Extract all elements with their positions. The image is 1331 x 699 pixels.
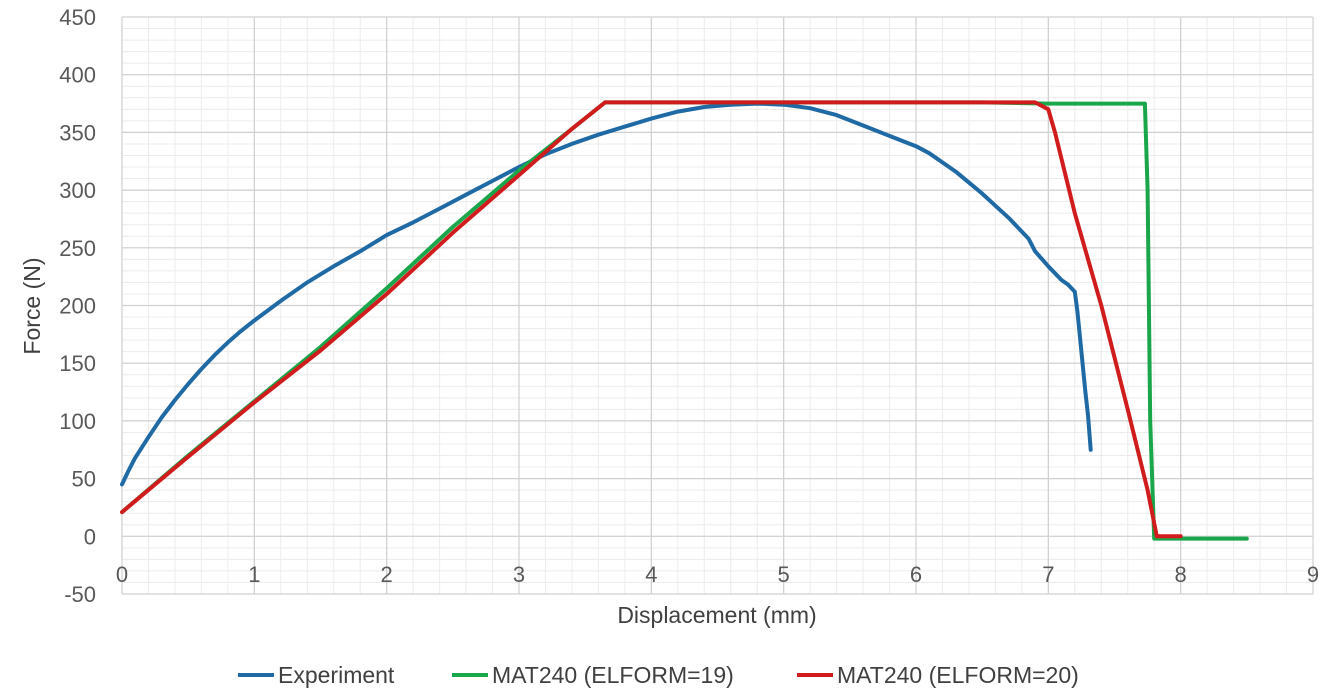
tick-labels: 0 1 2 3 4 5 6 7 8 9 -50 0 50 100 150 200 250 300 350 400 450: [59, 5, 1319, 607]
x-tick-label: 2: [381, 562, 393, 587]
y-tick-label: 50: [72, 467, 96, 492]
y-tick-label: 400: [59, 63, 96, 88]
legend-label-3: MAT240 (ELFORM=20): [837, 662, 1079, 688]
x-tick-label: 4: [645, 562, 657, 587]
y-tick-label: 100: [59, 409, 96, 434]
y-tick-label: 150: [59, 351, 96, 376]
grid: [121, 16, 1314, 595]
x-tick-label: 9: [1307, 562, 1319, 587]
y-tick-label: 300: [59, 178, 96, 203]
y-tick-label: 0: [84, 524, 96, 549]
x-tick-label: 0: [116, 562, 128, 587]
series-line-3: [120, 100, 1183, 539]
x-tick-label: 5: [778, 562, 790, 587]
series-lines: [120, 100, 1249, 541]
legend: Experiment MAT240 (ELFORM=19) MAT240 (ELFO…: [238, 662, 1079, 688]
y-tick-label: 450: [59, 5, 96, 30]
x-tick-label: 7: [1042, 562, 1054, 587]
legend-label-2: MAT240 (ELFORM=19): [492, 662, 734, 688]
x-axis-title: Displacement (mm): [617, 602, 816, 628]
y-tick-label: -50: [64, 582, 96, 607]
x-tick-label: 8: [1175, 562, 1187, 587]
series-line-1: [120, 101, 1093, 487]
y-tick-label: 200: [59, 294, 96, 319]
x-tick-label: 1: [248, 562, 260, 587]
x-tick-label: 3: [513, 562, 525, 587]
y-axis-title: Force (N): [19, 257, 45, 354]
y-tick-label: 350: [59, 120, 96, 145]
x-tick-label: 6: [910, 562, 922, 587]
y-tick-label: 250: [59, 236, 96, 261]
legend-label-1: Experiment: [278, 662, 395, 688]
